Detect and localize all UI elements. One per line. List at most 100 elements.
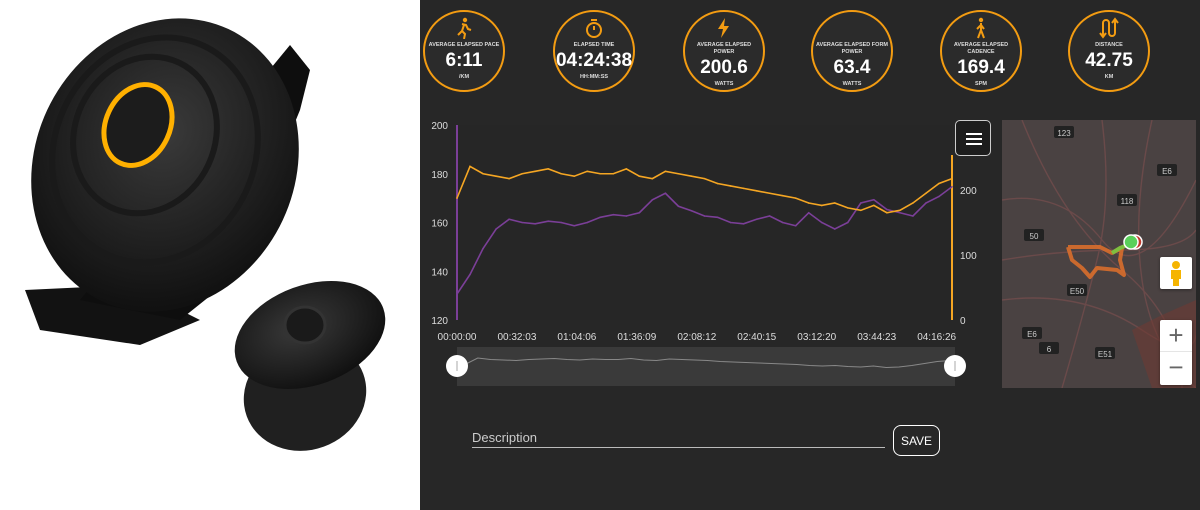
data-point [833,202,836,204]
svg-text:E50: E50 [1070,287,1085,296]
data-point [573,175,576,177]
data-point [482,247,484,250]
svg-text:118: 118 [1121,197,1134,206]
data-point [925,202,927,204]
route-arrows-icon [1099,17,1119,39]
data-point [560,172,563,175]
data-point [742,187,745,190]
zoom-in-button[interactable]: + [1160,320,1192,352]
data-point [912,215,914,217]
data-point [638,175,641,177]
x-tick-label: 00:32:03 [497,332,536,343]
chart-menu-button[interactable] [955,120,991,156]
data-point [482,172,484,175]
data-point [820,221,823,224]
stat-elapsed-time: ELAPSED TIME 04:24:38 HH:MM:SS [553,10,635,92]
svg-text:E6: E6 [1162,167,1172,176]
x-tick-label: 02:08:12 [677,332,716,343]
walker-icon [976,17,985,39]
data-point [690,175,693,177]
data-point [612,213,615,216]
data-point [729,185,732,187]
stat-distance: DISTANCE 42.75 KM [1068,10,1150,92]
y-left-tick-label: 120 [431,316,448,327]
stat-unit: KM [1104,74,1114,80]
data-point [860,202,862,204]
data-point [625,215,628,217]
data-point [521,172,523,175]
dashboard-panel: AVERAGE ELAPSED PACE 6:11 /KM ELAPSED TI… [420,0,1200,510]
data-point [912,202,914,204]
data-point [925,192,927,195]
cadence-power-chart: 120 140 160 180 200 0 100 200 00:00:00 00:32:03 01… [431,121,977,386]
data-point [794,197,797,199]
stat-value: 42.75 [1085,50,1133,71]
x-tick-label: 04:16:26 [917,332,956,343]
map-road-label: E50 [1067,284,1087,296]
data-point [612,172,615,175]
data-point [495,228,497,230]
map-road [1002,179,1196,257]
route-map[interactable]: 123 E6 118 50 E50 E6 6 E51 + − [1002,120,1196,388]
data-point [664,192,667,195]
data-point [638,211,641,214]
y-right-tick-label: 0 [960,316,966,327]
data-point [586,221,589,224]
data-point [547,168,549,170]
start-marker[interactable] [1123,234,1139,250]
data-point [677,172,680,175]
svg-text:E6: E6 [1027,330,1037,339]
stat-unit: SPM [975,81,987,87]
map-road-label: 118 [1117,194,1137,206]
data-point [873,204,875,207]
y-left-tick-label: 160 [431,219,448,230]
data-point [703,215,706,217]
data-point [899,211,901,214]
x-tick-label: 00:00:00 [438,332,477,343]
stat-label: AVERAGE ELAPSED PACE [428,42,500,48]
runner-icon [457,17,472,39]
data-point [781,194,784,197]
svg-text:6: 6 [1047,345,1052,354]
data-point [690,210,693,212]
data-point [951,185,953,188]
plot-area [457,125,952,320]
description-input[interactable] [472,428,885,448]
zoom-out-button[interactable]: − [1168,352,1184,382]
data-point [729,221,732,224]
save-button[interactable]: SAVE [893,425,940,456]
data-point [807,202,810,204]
data-point [833,228,836,230]
data-point [794,224,797,227]
map-road-label: 6 [1039,342,1059,354]
stat-value: 63.4 [833,57,871,78]
data-point [768,215,771,217]
stat-value: 200.6 [700,57,748,78]
data-point [951,177,953,180]
form-power-icon [841,17,863,39]
data-point [573,224,576,227]
stat-label: AVERAGE ELAPSED POWER [696,42,752,55]
y-left-tick-label: 180 [431,170,448,181]
y-right-tick-label: 200 [960,186,977,197]
svg-text:E51: E51 [1098,350,1113,359]
data-point [846,207,849,209]
data-point [899,209,901,212]
data-point [755,218,758,221]
data-point [495,175,497,177]
stat-average-elapsed-pace: AVERAGE ELAPSED PACE 6:11 /KM [423,10,505,92]
stat-unit: HH:MM:SS [579,74,609,80]
running-pod-device-illustration [25,18,386,451]
y-left-tick-label: 200 [431,121,448,132]
pegman-icon [1171,261,1181,286]
data-point [781,221,784,224]
map-road-label: E6 [1022,327,1042,339]
stat-label: ELAPSED TIME [573,42,615,48]
x-tick-label: 01:04:06 [557,332,596,343]
street-view-pegman-button[interactable] [1160,257,1192,289]
stat-label: DISTANCE [1095,42,1123,48]
data-point [938,195,940,198]
data-point [625,168,628,170]
data-point [703,177,706,180]
stopwatch-icon [586,19,602,38]
